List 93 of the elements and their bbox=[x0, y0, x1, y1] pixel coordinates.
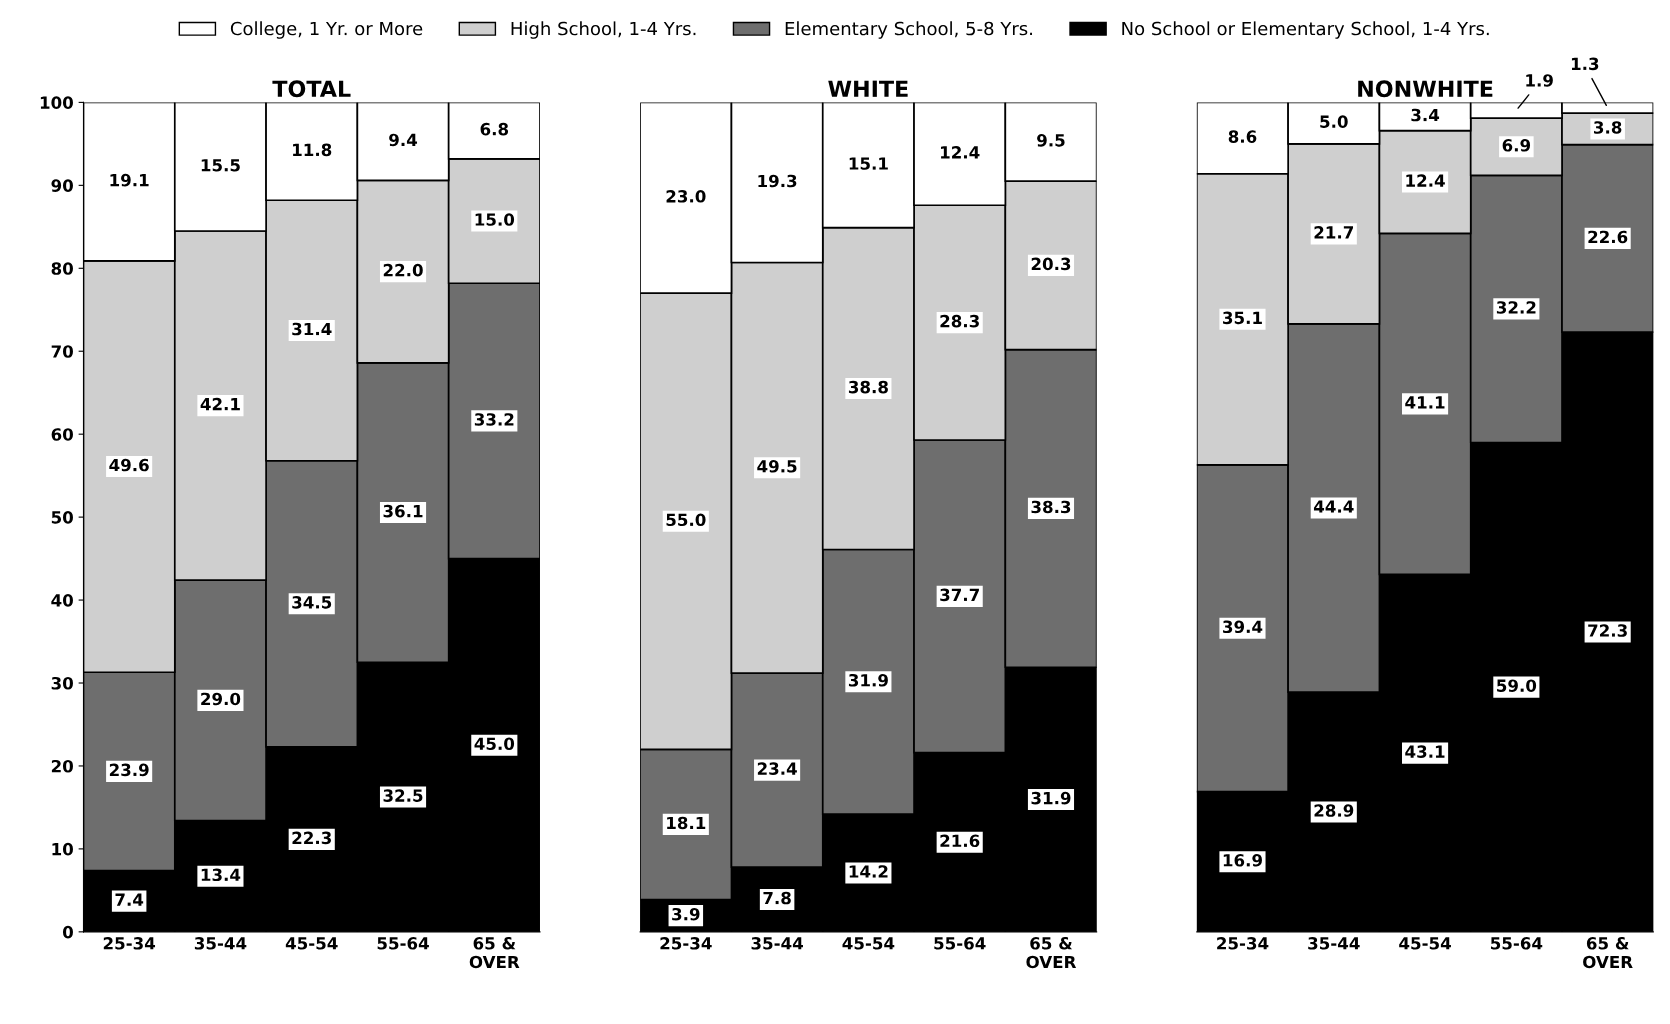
x-tick-label: 55-64 bbox=[934, 937, 986, 950]
data-label: 12.4 bbox=[1406, 174, 1445, 187]
legend-label: Elementary School, 5-8 Yrs. bbox=[785, 21, 1032, 39]
data-label: 16.9 bbox=[1223, 854, 1262, 867]
data-label: 15.0 bbox=[475, 213, 515, 226]
x-tick-label: 45-54 bbox=[285, 937, 338, 950]
x-tick-label: 25-34 bbox=[1217, 937, 1269, 950]
data-label: 6.8 bbox=[480, 122, 509, 136]
data-label: 23.4 bbox=[757, 762, 797, 775]
data-label: 9.4 bbox=[389, 133, 418, 147]
data-label: 19.1 bbox=[110, 173, 149, 187]
data-label: 31.9 bbox=[848, 673, 888, 687]
data-label: 3.9 bbox=[672, 907, 700, 921]
data-label: 22.0 bbox=[383, 263, 423, 277]
y-tick-label: 70 bbox=[51, 345, 73, 358]
data-label: 35.1 bbox=[1223, 311, 1262, 325]
data-label: 15.5 bbox=[201, 159, 240, 172]
y-tick-label: 40 bbox=[51, 594, 73, 607]
data-label: 38.8 bbox=[848, 380, 888, 394]
data-label: 6.9 bbox=[1502, 139, 1531, 152]
x-tick-label: 35-44 bbox=[194, 937, 247, 950]
data-label: 3.8 bbox=[1594, 121, 1622, 134]
data-label: 12.4 bbox=[941, 146, 980, 159]
data-label: 49.6 bbox=[109, 458, 149, 472]
y-tick-label: 80 bbox=[51, 262, 73, 275]
y-tick-label: 90 bbox=[51, 179, 73, 192]
legend-label: No School or Elementary School, 1-4 Yrs. bbox=[1122, 21, 1489, 39]
data-label: 3.4 bbox=[1411, 108, 1440, 122]
data-label: 18.1 bbox=[667, 816, 706, 830]
x-tick-label: 35-44 bbox=[1308, 937, 1360, 950]
data-label: 34.5 bbox=[292, 596, 332, 609]
data-label: 28.9 bbox=[1314, 804, 1354, 817]
data-label: 32.5 bbox=[383, 789, 423, 802]
x-tick-label: 35-44 bbox=[751, 937, 803, 950]
x-tick-label: 65 & OVER bbox=[1583, 937, 1633, 969]
data-label: 9.5 bbox=[1037, 134, 1065, 147]
data-label: 44.4 bbox=[1313, 500, 1354, 513]
y-tick-label: 0 bbox=[62, 925, 73, 939]
data-label: 28.3 bbox=[940, 314, 979, 328]
data-label: 14.2 bbox=[849, 865, 888, 878]
y-tick-label: 10 bbox=[52, 842, 73, 856]
x-tick-label: 25-34 bbox=[660, 937, 712, 950]
data-label: 55.0 bbox=[666, 513, 706, 527]
data-label: 1.9 bbox=[1526, 74, 1553, 87]
data-label: 42.1 bbox=[200, 397, 240, 411]
data-label: 15.1 bbox=[849, 157, 888, 170]
chart-title: WHITE bbox=[828, 80, 908, 97]
y-tick-label: 100 bbox=[40, 96, 73, 109]
data-label: 8.6 bbox=[1228, 130, 1257, 143]
data-label: 7.8 bbox=[763, 891, 791, 905]
data-label: 23.9 bbox=[109, 763, 149, 777]
y-tick-label: 30 bbox=[51, 676, 73, 690]
chart-title: NONWHITE bbox=[1358, 80, 1493, 98]
x-tick-label: 55-64 bbox=[377, 937, 429, 950]
data-label: 13.4 bbox=[201, 868, 241, 882]
data-label: 36.1 bbox=[383, 504, 423, 518]
data-label: 5.0 bbox=[1320, 115, 1348, 128]
data-label: 37.7 bbox=[940, 588, 979, 602]
y-tick-label: 20 bbox=[51, 759, 73, 773]
data-label: 45.0 bbox=[474, 737, 515, 751]
x-tick-label: 65 & OVER bbox=[469, 937, 520, 969]
data-label: 22.3 bbox=[292, 831, 331, 845]
legend-label: College, 1 Yr. or More bbox=[230, 21, 423, 39]
data-label: 22.6 bbox=[1588, 230, 1628, 244]
data-label: 33.2 bbox=[474, 413, 514, 426]
chart-title: TOTAL bbox=[272, 80, 351, 98]
y-tick-label: 50 bbox=[51, 511, 73, 524]
legend-label: High School, 1-4 Yrs. bbox=[511, 21, 696, 39]
data-label: 39.4 bbox=[1223, 620, 1263, 634]
x-tick-label: 45-54 bbox=[842, 937, 895, 950]
data-label: 43.1 bbox=[1405, 745, 1445, 758]
x-tick-label: 55-64 bbox=[1491, 937, 1543, 950]
data-label: 38.3 bbox=[1031, 500, 1071, 514]
data-label: 32.2 bbox=[1496, 301, 1536, 314]
data-label: 11.8 bbox=[293, 143, 332, 157]
data-label: 41.1 bbox=[1405, 396, 1445, 409]
y-tick-label: 60 bbox=[51, 428, 73, 441]
data-label: 31.4 bbox=[292, 322, 332, 336]
x-tick-label: 25-34 bbox=[103, 937, 156, 950]
data-label: 1.3 bbox=[1571, 57, 1599, 71]
x-tick-label: 45-54 bbox=[1399, 937, 1451, 950]
data-label: 21.6 bbox=[940, 834, 980, 848]
data-label: 23.0 bbox=[666, 190, 706, 203]
data-label: 7.4 bbox=[115, 893, 144, 906]
data-label: 72.3 bbox=[1588, 624, 1627, 637]
data-label: 29.0 bbox=[201, 692, 241, 706]
data-label: 19.3 bbox=[758, 174, 797, 188]
data-label: 49.5 bbox=[757, 460, 797, 473]
x-tick-label: 65 & OVER bbox=[1026, 937, 1077, 969]
data-label: 31.9 bbox=[1031, 791, 1071, 805]
data-label: 59.0 bbox=[1497, 679, 1537, 692]
data-label: 21.7 bbox=[1314, 226, 1354, 239]
data-label: 20.3 bbox=[1031, 257, 1071, 271]
